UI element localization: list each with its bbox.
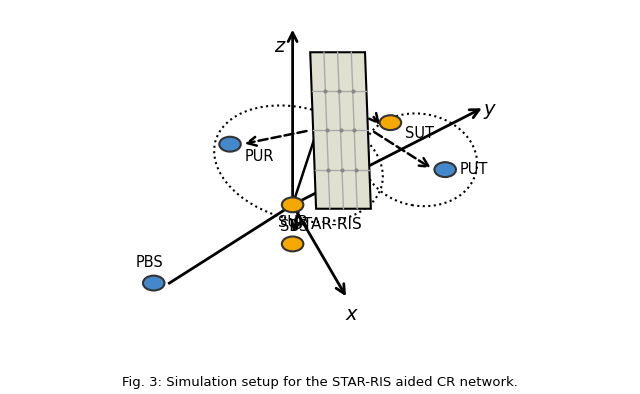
Text: STAR-RIS: STAR-RIS xyxy=(294,217,362,232)
Text: SUT: SUT xyxy=(405,126,435,141)
Text: PUR: PUR xyxy=(244,149,274,164)
Ellipse shape xyxy=(435,162,456,177)
Text: $x$: $x$ xyxy=(345,305,359,324)
Text: SBS: SBS xyxy=(280,219,308,234)
Text: $z$: $z$ xyxy=(274,37,287,56)
Polygon shape xyxy=(310,52,371,209)
Ellipse shape xyxy=(220,137,241,152)
Text: $y$: $y$ xyxy=(483,102,497,121)
Ellipse shape xyxy=(380,115,401,130)
Ellipse shape xyxy=(282,236,303,251)
Text: PBS: PBS xyxy=(136,255,164,270)
Ellipse shape xyxy=(143,276,164,290)
Text: Fig. 3: Simulation setup for the STAR-RIS aided CR network.: Fig. 3: Simulation setup for the STAR-RI… xyxy=(122,376,518,389)
Text: PUT: PUT xyxy=(459,162,488,177)
Ellipse shape xyxy=(282,197,303,212)
Text: SUR: SUR xyxy=(278,215,308,230)
